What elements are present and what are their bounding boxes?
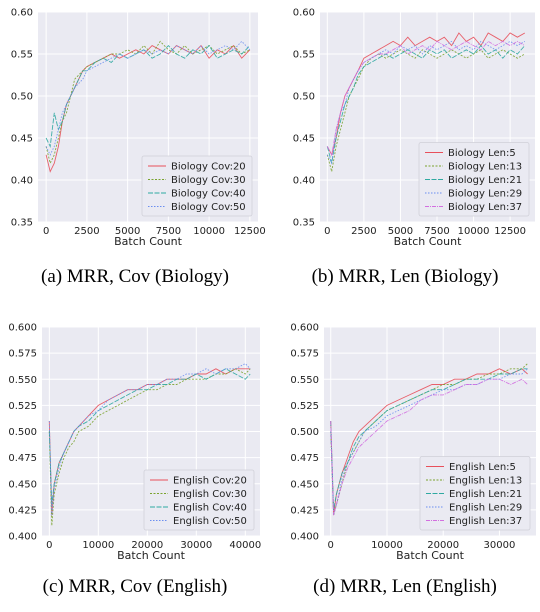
y-tick-label: 0.500 <box>8 427 37 438</box>
legend-label: English Cov:40 <box>173 503 247 514</box>
series-line-2 <box>48 368 251 526</box>
x-tick-label: 0 <box>43 226 49 237</box>
x-tick-label: 12500 <box>234 226 266 237</box>
y-tick-label: 0.45 <box>293 134 315 145</box>
y-tick-label: 0.50 <box>293 92 315 103</box>
x-axis-label: Batch Count <box>396 549 464 562</box>
y-tick-label: 0.60 <box>11 8 33 19</box>
series-line-3 <box>48 368 251 505</box>
x-tick-label: 5000 <box>388 226 413 237</box>
legend-label: English Len:37 <box>449 516 522 527</box>
y-tick-label: 0.475 <box>290 453 319 464</box>
x-tick-label: 2500 <box>351 226 376 237</box>
legend-label: English Cov:50 <box>173 516 247 527</box>
x-tick-label: 10000 <box>82 540 114 551</box>
y-tick-label: 0.575 <box>290 349 319 360</box>
legend-label: Biology Len:13 <box>448 162 522 173</box>
y-tick-label: 0.425 <box>8 505 37 516</box>
chart-panel-b: 0.35 0.40 0.45 0.50 0.55 0.60 0 2500 5000 7500 100… <box>270 0 540 301</box>
legend-label: Biology Len:21 <box>448 175 522 186</box>
legend-label: Biology Cov:30 <box>171 175 246 186</box>
series-line-5 <box>326 40 526 157</box>
y-tick-label: 0.60 <box>293 8 315 19</box>
y-tick-label: 0.55 <box>11 50 33 61</box>
x-tick-label: 10000 <box>371 540 403 551</box>
chart-panel-a: 0.35 0.40 0.45 0.50 0.55 0.60 0 2500 5000 7500 100… <box>0 0 270 301</box>
legend-label: English Len:5 <box>449 462 516 473</box>
y-tick-label: 0.450 <box>290 479 319 490</box>
chart-b: 0.35 0.40 0.45 0.50 0.55 0.60 0 2500 5000 7500 100… <box>293 8 535 248</box>
y-tick-label: 0.475 <box>8 453 37 464</box>
x-tick-label: 40000 <box>229 540 261 551</box>
x-axis-label: Batch Count <box>114 235 182 248</box>
y-tick-label: 0.550 <box>290 375 319 386</box>
x-tick-label: 30000 <box>484 540 516 551</box>
x-tick-label: 0 <box>324 226 330 237</box>
chart-d: 0.400 0.425 0.450 0.475 0.500 0.525 0.550 0.575… <box>290 323 536 562</box>
y-tick-label: 0.45 <box>11 134 33 145</box>
legend-box <box>143 469 255 531</box>
y-tick-label: 0.50 <box>11 92 33 103</box>
y-tick-label: 0.400 <box>290 532 319 543</box>
y-tick-label: 0.40 <box>293 176 315 187</box>
y-tick-label: 0.525 <box>8 401 37 412</box>
x-tick-label: 12500 <box>494 226 526 237</box>
legend-box <box>419 456 531 531</box>
y-tick-label: 0.500 <box>290 427 319 438</box>
legend-label: Biology Cov:20 <box>171 162 246 173</box>
legend-label: Biology Cov:50 <box>171 202 246 213</box>
legend-label: English Len:13 <box>449 476 522 487</box>
x-tick-label: 10000 <box>193 226 225 237</box>
caption-c: (c) MRR, Cov (English) <box>42 576 228 597</box>
series-line-4 <box>330 368 528 516</box>
y-tick-label: 0.55 <box>293 50 315 61</box>
series-line-3 <box>326 44 526 164</box>
x-tick-label: 7500 <box>156 226 181 237</box>
legend-label: English Cov:30 <box>173 489 247 500</box>
series-line-3 <box>330 368 528 510</box>
y-tick-label: 0.450 <box>8 479 37 490</box>
chart-panel-c: 0.400 0.425 0.450 0.475 0.500 0.525 0.550 0.575… <box>0 311 270 612</box>
legend-label: English Len:21 <box>449 489 522 500</box>
legend-label: English Len:29 <box>449 503 522 514</box>
x-axis-label: Batch Count <box>394 235 462 248</box>
x-tick-label: 5000 <box>115 226 140 237</box>
x-tick-label: 7500 <box>424 226 449 237</box>
x-tick-label: 2500 <box>74 226 99 237</box>
legend-label: English Cov:20 <box>173 476 247 487</box>
legend-label: Biology Len:5 <box>448 148 516 159</box>
y-tick-label: 0.600 <box>290 323 319 334</box>
x-tick-label: 0 <box>328 540 334 551</box>
x-tick-label: 10000 <box>458 226 490 237</box>
caption-b: (b) MRR, Len (Biology) <box>311 266 499 287</box>
y-tick-label: 0.35 <box>293 218 315 229</box>
caption-d: (d) MRR, Len (English) <box>313 576 497 597</box>
series-line-4 <box>45 40 251 156</box>
series-line-4 <box>48 363 251 516</box>
x-tick-label: 20000 <box>131 540 163 551</box>
y-tick-label: 0.525 <box>290 401 319 412</box>
legend-label: Biology Cov:40 <box>171 189 246 200</box>
series-line-1 <box>330 368 528 516</box>
legend-label: Biology Len:37 <box>448 202 522 213</box>
y-tick-label: 0.600 <box>8 323 37 334</box>
x-tick-label: 0 <box>46 540 52 551</box>
chart-c: 0.400 0.425 0.450 0.475 0.500 0.525 0.550 0.575… <box>8 323 261 563</box>
x-tick-label: 30000 <box>180 540 212 551</box>
y-tick-label: 0.40 <box>11 176 33 187</box>
y-tick-label: 0.425 <box>290 505 319 516</box>
y-tick-label: 0.35 <box>11 218 33 229</box>
y-tick-label: 0.400 <box>8 532 37 543</box>
chart-panel-d: 0.400 0.425 0.450 0.475 0.500 0.525 0.550 0.575… <box>270 311 540 612</box>
chart-a: 0.35 0.40 0.45 0.50 0.55 0.60 0 2500 5000 7500 100… <box>11 8 266 249</box>
legend-label: Biology Len:29 <box>448 189 522 200</box>
y-tick-label: 0.550 <box>8 375 37 386</box>
y-tick-label: 0.575 <box>8 349 37 360</box>
legend-box <box>141 155 253 217</box>
caption-a: (a) MRR, Cov (Biology) <box>41 266 229 287</box>
x-axis-label: Batch Count <box>117 549 185 562</box>
x-tick-label: 20000 <box>427 540 459 551</box>
legend-box <box>418 142 530 217</box>
